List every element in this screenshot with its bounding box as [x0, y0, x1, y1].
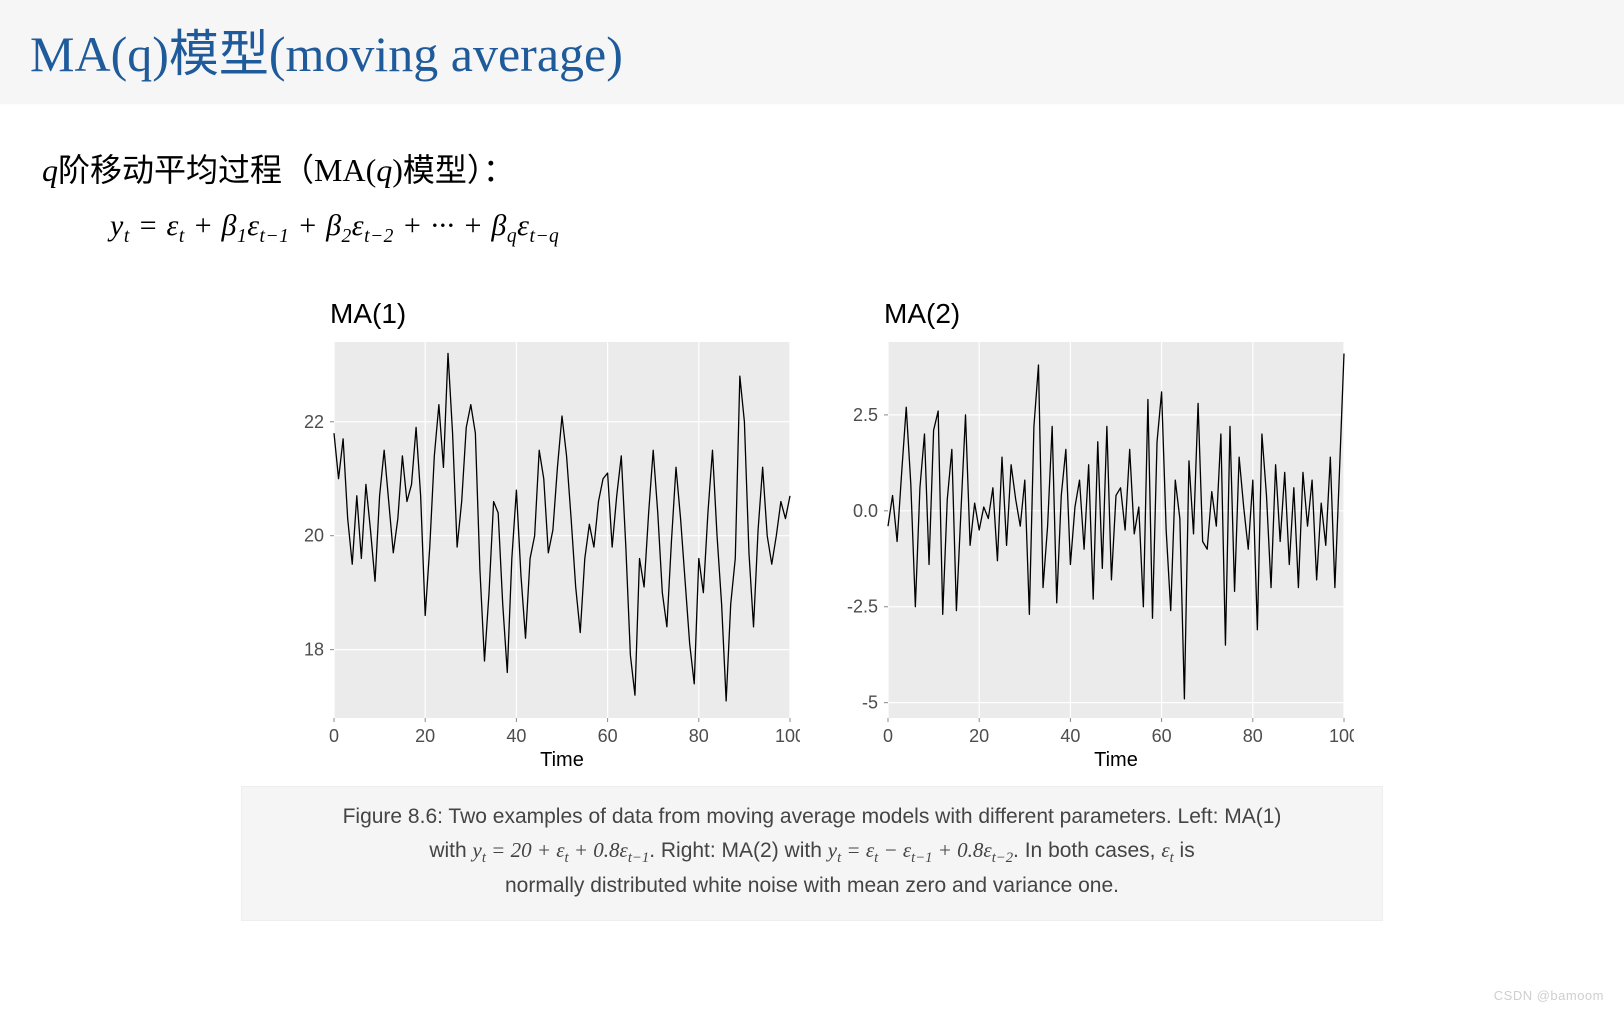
svg-text:20: 20 [304, 526, 324, 546]
subheading: q阶移动平均过程（MA(q)模型）： [42, 145, 1624, 191]
watermark: CSDN @bamoom [1494, 988, 1604, 1003]
subheading-q1: q [42, 152, 58, 188]
caption-mid: . Right: MA(2) with [649, 839, 828, 862]
svg-text:2.5: 2.5 [853, 405, 878, 425]
svg-text:60: 60 [1152, 726, 1172, 746]
svg-text:18: 18 [304, 640, 324, 660]
svg-text:22: 22 [304, 412, 324, 432]
caption-lead: Figure 8.6: Two examples of data from mo… [343, 805, 1282, 828]
caption-tail1: . In both cases, [1013, 839, 1161, 862]
chart-ma1: MA(1) 18-20-22-020406080100Time [270, 298, 800, 776]
chart-ma2: MA(2) -5--2.5-0.0-2.5-020406080100Time [824, 298, 1354, 776]
page-title: MA(q)模型(moving average) [30, 26, 623, 82]
caption-line3: normally distributed white noise with me… [505, 874, 1119, 897]
chart-ma2-title: MA(2) [884, 298, 1354, 330]
ma-formula: yt = εt + β1εt−1 + β2εt−2 + ··· + βqεt−q [110, 209, 1624, 248]
subheading-q2: q [376, 152, 392, 188]
svg-text:0: 0 [883, 726, 893, 746]
svg-text:0.0: 0.0 [853, 501, 878, 521]
svg-text:40: 40 [1060, 726, 1080, 746]
svg-text:60: 60 [598, 726, 618, 746]
figure-caption: Figure 8.6: Two examples of data from mo… [241, 786, 1383, 921]
svg-text:80: 80 [689, 726, 709, 746]
svg-text:80: 80 [1243, 726, 1263, 746]
chart-ma1-svg: 18-20-22-020406080100Time [270, 336, 800, 776]
svg-text:-5: -5 [862, 693, 878, 713]
chart-ma1-title: MA(1) [330, 298, 800, 330]
svg-text:0: 0 [329, 726, 339, 746]
subheading-t2: )模型）： [392, 152, 515, 188]
svg-text:Time: Time [1094, 749, 1138, 771]
charts-row: MA(1) 18-20-22-020406080100Time MA(2) -5… [0, 298, 1624, 776]
header-bar: MA(q)模型(moving average) [0, 0, 1624, 105]
svg-text:Time: Time [540, 749, 584, 771]
svg-text:100: 100 [1329, 726, 1354, 746]
svg-text:100: 100 [775, 726, 800, 746]
svg-text:40: 40 [506, 726, 526, 746]
svg-text:-2.5: -2.5 [847, 597, 878, 617]
chart-ma2-svg: -5--2.5-0.0-2.5-020406080100Time [824, 336, 1354, 776]
svg-text:20: 20 [969, 726, 989, 746]
subheading-t1: 阶移动平均过程（MA( [58, 152, 376, 188]
caption-tail2: is [1174, 839, 1195, 862]
svg-text:20: 20 [415, 726, 435, 746]
